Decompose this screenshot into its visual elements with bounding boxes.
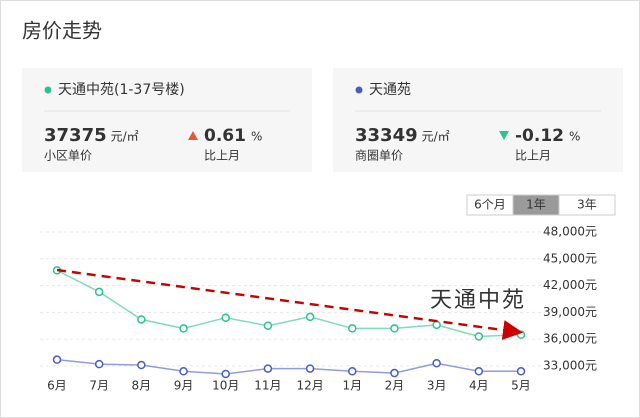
trend-arrow <box>56 268 523 340</box>
series-line <box>56 358 521 375</box>
point <box>179 324 188 333</box>
card <box>333 68 623 172</box>
point <box>348 367 357 376</box>
tab[interactable] <box>558 194 616 216</box>
x-tick-label: 11月 <box>254 379 281 393</box>
change-arrow <box>499 131 509 140</box>
change: -0.12 <box>515 126 564 146</box>
point <box>137 315 146 324</box>
point <box>221 369 230 379</box>
point <box>474 332 484 341</box>
price-unit: 元/㎡ <box>111 130 139 144</box>
card <box>22 68 312 172</box>
card-name: 天通苑 <box>369 82 411 98</box>
x-tick-label: 5月 <box>511 379 531 393</box>
price: 33349 <box>355 125 418 146</box>
point <box>474 367 484 376</box>
page-title: 房价走势 <box>22 19 102 43</box>
x-tick-label: 8月 <box>132 379 152 393</box>
series-line <box>56 269 522 338</box>
point <box>94 287 104 297</box>
x-tick-label: 10月 <box>212 379 239 393</box>
change-arrow <box>188 131 198 140</box>
price-label: 小区单价 <box>44 149 92 163</box>
tab-label[interactable]: 6个月 <box>474 198 506 212</box>
x-tick-label: 2月 <box>385 379 405 393</box>
y-tick-label: 39,000元 <box>543 305 597 319</box>
change-label: 比上月 <box>204 149 240 163</box>
card-name: 天通中苑(1-37号楼) <box>58 82 185 98</box>
change: 0.61 <box>204 126 246 146</box>
annotation: 天通中苑 <box>430 288 526 313</box>
legend-dot <box>44 86 52 94</box>
price-label: 商圈单价 <box>355 148 403 163</box>
point <box>179 367 188 376</box>
point <box>432 320 441 330</box>
change-label: 比上月 <box>515 149 551 163</box>
price-unit: 元/㎡ <box>422 130 450 144</box>
tab-label[interactable]: 3年 <box>577 198 597 212</box>
y-tick-label: 48,000元 <box>543 225 597 239</box>
point <box>263 321 273 330</box>
y-tick-label: 36,000元 <box>543 332 597 346</box>
x-tick-label: 1月 <box>342 379 362 393</box>
y-tick-label: 45,000元 <box>543 251 597 265</box>
x-tick-label: 7月 <box>89 379 109 393</box>
legend-dot <box>355 86 363 94</box>
point <box>390 324 399 333</box>
point <box>305 364 315 373</box>
x-tick-label: 3月 <box>427 379 447 393</box>
point <box>305 312 315 322</box>
x-tick-label: 9月 <box>174 379 194 393</box>
x-tick-label: 12月 <box>296 379 323 393</box>
point <box>516 367 526 376</box>
point <box>52 355 62 364</box>
x-tick-label: 4月 <box>469 379 489 393</box>
point <box>432 358 441 368</box>
point <box>137 360 146 370</box>
change-unit: % <box>569 130 580 144</box>
point <box>348 324 357 333</box>
price: 37375 <box>44 125 107 146</box>
point <box>221 313 230 322</box>
tab-label[interactable]: 1年 <box>526 198 546 212</box>
x-tick-label: 6月 <box>47 379 67 393</box>
point <box>94 359 104 369</box>
change-unit: % <box>251 130 262 144</box>
point <box>516 330 526 339</box>
point <box>263 364 273 373</box>
y-tick-label: 42,000元 <box>543 278 597 292</box>
y-tick-label: 33,000元 <box>543 358 597 372</box>
point <box>390 368 399 378</box>
